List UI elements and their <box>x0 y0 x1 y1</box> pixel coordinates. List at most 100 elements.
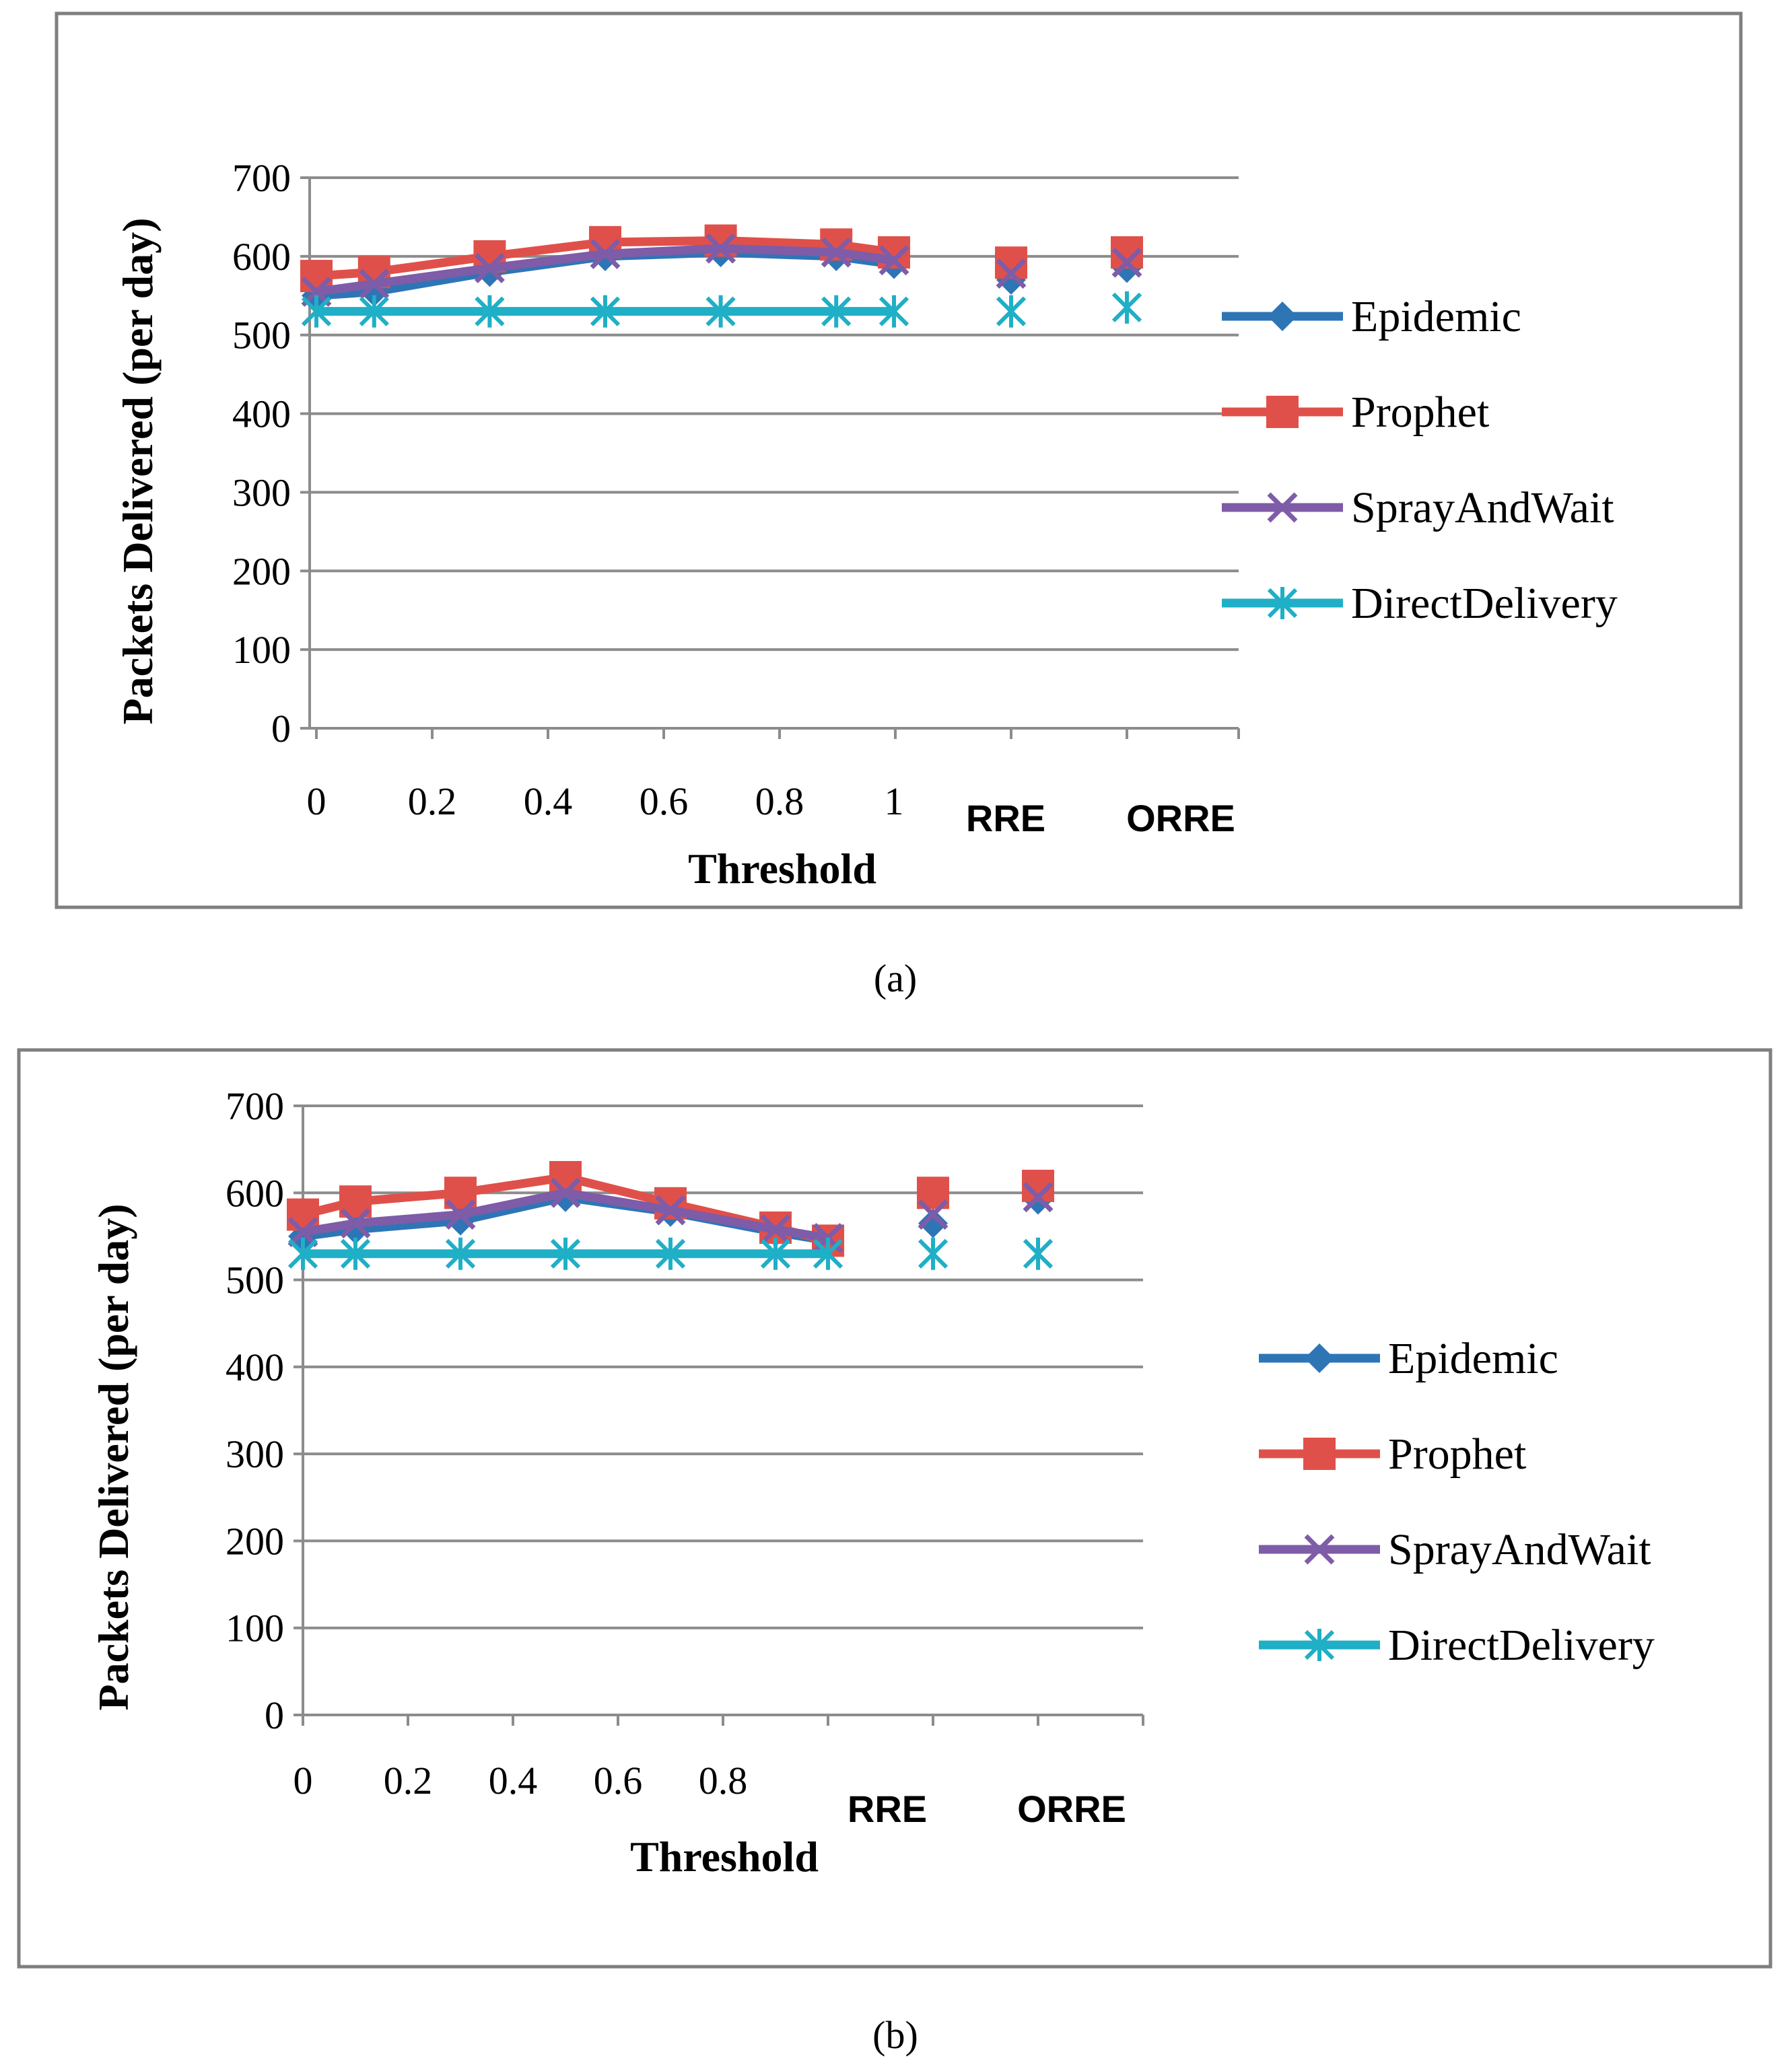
data-point <box>878 245 909 276</box>
legend-item: Epidemic <box>1222 292 1521 341</box>
data-point <box>287 1216 318 1247</box>
data-point <box>287 1237 318 1270</box>
data-point <box>878 295 909 328</box>
y-tick-label: 200 <box>232 549 291 593</box>
x-tick-label: 0.6 <box>594 1759 643 1802</box>
data-point <box>1111 291 1142 324</box>
data-point <box>1111 247 1142 278</box>
data-point <box>996 258 1027 289</box>
y-tick-label: 100 <box>232 628 291 672</box>
data-point <box>760 1214 791 1245</box>
caption-b: (b) <box>872 2013 918 2057</box>
legend-item: Prophet <box>1259 1430 1526 1479</box>
category-label: RRE <box>848 1788 927 1830</box>
legend-marker <box>1304 1629 1335 1661</box>
legend-label: DirectDelivery <box>1388 1621 1655 1670</box>
caption-a: (a) <box>873 956 918 1000</box>
legend-label: Epidemic <box>1388 1334 1558 1383</box>
data-point <box>1023 1182 1054 1213</box>
series-SprayAndWait <box>287 1177 1054 1253</box>
x-tick-label: 0.6 <box>640 779 689 823</box>
chart-b-svg: 0 100 200 300 400 500 600 700 0 0.2 0.4 0.6 0.8 RRE OR… <box>17 1048 1772 1969</box>
y-axis-title: Packets Delivered (per day) <box>114 217 162 724</box>
y-tick-label: 0 <box>271 707 291 750</box>
legend-marker <box>1267 492 1298 523</box>
legend-label: SprayAndWait <box>1388 1525 1651 1574</box>
legend-marker <box>1267 587 1298 619</box>
data-point <box>359 269 390 300</box>
data-point <box>918 1208 948 1238</box>
data-point <box>475 295 505 328</box>
data-point <box>549 1161 582 1194</box>
data-point <box>340 1237 371 1270</box>
legend-item: DirectDelivery <box>1259 1621 1655 1670</box>
y-axis-title: Packets Delivered (per day) <box>90 1203 137 1710</box>
data-point <box>878 236 910 269</box>
chart-frame <box>55 11 1743 909</box>
data-point <box>445 1237 476 1270</box>
data-point <box>655 1195 686 1226</box>
data-point <box>996 295 1027 328</box>
y-tick-label: 300 <box>226 1432 284 1476</box>
chart-frame <box>17 1048 1772 1969</box>
data-point <box>760 1237 791 1270</box>
legend-label: SprayAndWait <box>1351 483 1614 532</box>
x-tick-label: 0.4 <box>524 779 573 823</box>
data-point <box>918 1237 949 1270</box>
legend-marker <box>1266 396 1299 428</box>
data-point <box>918 1199 949 1230</box>
legend-marker <box>1305 1343 1334 1373</box>
y-tick-label: 500 <box>226 1259 284 1302</box>
y-tick-label: 500 <box>232 314 291 357</box>
legend-item: SprayAndWait <box>1259 1525 1651 1574</box>
x-tick-label: 0 <box>294 1759 313 1802</box>
data-point <box>446 1205 475 1236</box>
y-tick-label: 600 <box>226 1171 284 1215</box>
legend-label: Prophet <box>1388 1430 1526 1479</box>
data-point <box>341 1214 370 1244</box>
x-tick-label: 0.4 <box>489 1759 538 1802</box>
series-DirectDelivery <box>301 291 1142 328</box>
legend-label: Epidemic <box>1351 292 1521 341</box>
data-point <box>445 1199 476 1230</box>
data-point <box>287 1198 319 1231</box>
y-tick-label: 700 <box>232 156 291 200</box>
data-point <box>813 1237 843 1270</box>
data-point <box>705 295 736 328</box>
x-tick-label: 0.8 <box>699 1759 748 1802</box>
data-point <box>474 252 505 283</box>
legend-marker <box>1303 1438 1336 1470</box>
category-label: RRE <box>966 797 1045 839</box>
x-axis-title: Threshold <box>688 845 876 892</box>
data-point <box>550 1237 581 1270</box>
category-label: ORRE <box>1017 1788 1126 1830</box>
legend-item: DirectDelivery <box>1222 579 1618 628</box>
y-tick-label: 700 <box>226 1084 284 1128</box>
chart-a-svg: 0 100 200 300 400 500 600 700 0 0.2 0.4 0.6 0.8 1 RRE O… <box>55 11 1743 909</box>
y-tick-label: 400 <box>232 392 291 436</box>
data-point <box>655 1237 686 1270</box>
legend-label: Prophet <box>1351 388 1489 437</box>
x-tick-label: 0.8 <box>755 779 804 823</box>
legend-marker <box>1304 1534 1335 1565</box>
series-SprayAndWait <box>301 233 1142 307</box>
x-tick-label: 0.2 <box>408 779 457 823</box>
y-tick-label: 100 <box>226 1607 284 1650</box>
legend-item: Epidemic <box>1259 1334 1558 1383</box>
x-tick-label: 0 <box>307 779 326 823</box>
legend-item: SprayAndWait <box>1222 483 1614 532</box>
data-point <box>301 295 332 328</box>
data-point <box>821 237 852 268</box>
data-point <box>590 295 621 328</box>
y-tick-label: 200 <box>226 1519 284 1563</box>
y-tick-label: 300 <box>232 470 291 514</box>
legend-label: DirectDelivery <box>1351 579 1618 628</box>
x-axis-title: Threshold <box>630 1833 819 1881</box>
data-point <box>340 1208 371 1239</box>
series-DirectDelivery <box>287 1237 1054 1270</box>
data-point <box>821 295 852 328</box>
data-point <box>359 295 389 328</box>
data-point <box>705 233 736 264</box>
y-tick-label: 400 <box>226 1345 284 1389</box>
data-point <box>550 1177 581 1208</box>
